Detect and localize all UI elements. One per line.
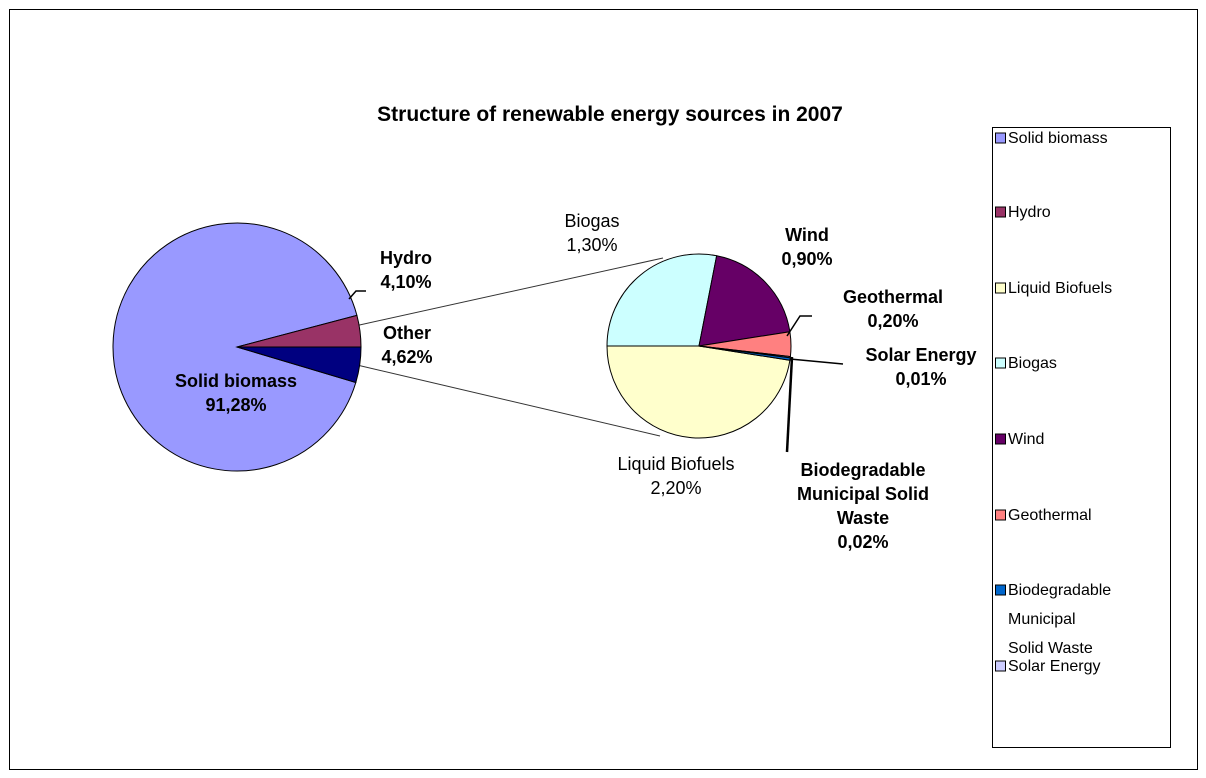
data-label-solid-biomass: Solid biomass 91,28%	[175, 371, 297, 415]
legend-swatch-wind	[995, 433, 1006, 445]
data-label-geothermal: Geothermal 0,20%	[843, 287, 943, 331]
legend-label-hydro: Hydro	[1008, 204, 1051, 221]
data-label-hydro: Hydro 4,10%	[380, 248, 432, 292]
connector-line-top	[354, 257, 664, 327]
legend-label-wind: Wind	[1008, 431, 1044, 448]
legend-swatch-solid-biomass	[995, 132, 1006, 144]
legend-swatch-biodegradable-municipal-solid-waste	[995, 584, 1006, 596]
data-label-biogas: Biogas 1,30%	[564, 211, 619, 255]
main-slice-solid-biomass	[112, 222, 358, 472]
legend-swatch-geothermal	[995, 509, 1006, 521]
breakdown-slice-liquid-biofuels	[606, 345, 791, 439]
leader-line-solar-energy	[789, 358, 844, 365]
legend-label-solid-biomass: Solid biomass	[1008, 130, 1108, 147]
legend-label-biodegradable-municipal-solid-waste: Biodegradable Municipal Solid Waste	[1008, 582, 1111, 657]
legend-swatch-liquid-biofuels	[995, 282, 1006, 294]
legend-swatch-biogas	[995, 357, 1006, 369]
leader-line-biodegradable	[785, 356, 794, 453]
legend-label-biogas: Biogas	[1008, 355, 1057, 372]
legend-box	[992, 127, 1171, 748]
legend-label-liquid-biofuels: Liquid Biofuels	[1008, 280, 1112, 297]
data-label-biodegradable: Biodegradable Municipal Solid Waste 0,02%	[797, 460, 929, 552]
leader-line-hydro	[348, 290, 366, 300]
data-label-liquid-biofuels: Liquid Biofuels 2,20%	[617, 454, 734, 498]
chart-title: Structure of renewable energy sources in…	[377, 103, 843, 126]
legend-label-geothermal: Geothermal	[1008, 507, 1092, 524]
connector-line-bottom	[356, 364, 661, 437]
legend-swatch-hydro	[995, 206, 1006, 218]
data-label-solar-energy: Solar Energy 0,01%	[865, 345, 976, 389]
data-label-other: Other 4,62%	[381, 323, 432, 367]
data-label-wind: Wind 0,90%	[781, 225, 832, 269]
legend-label-solar-energy: Solar Energy	[1008, 658, 1101, 675]
leader-line-geothermal	[786, 315, 812, 337]
breakdown-slice-wind	[698, 255, 791, 347]
breakdown-slice-biogas	[606, 253, 718, 347]
main-slice-other	[236, 346, 362, 384]
legend-swatch-solar-energy	[995, 660, 1006, 672]
